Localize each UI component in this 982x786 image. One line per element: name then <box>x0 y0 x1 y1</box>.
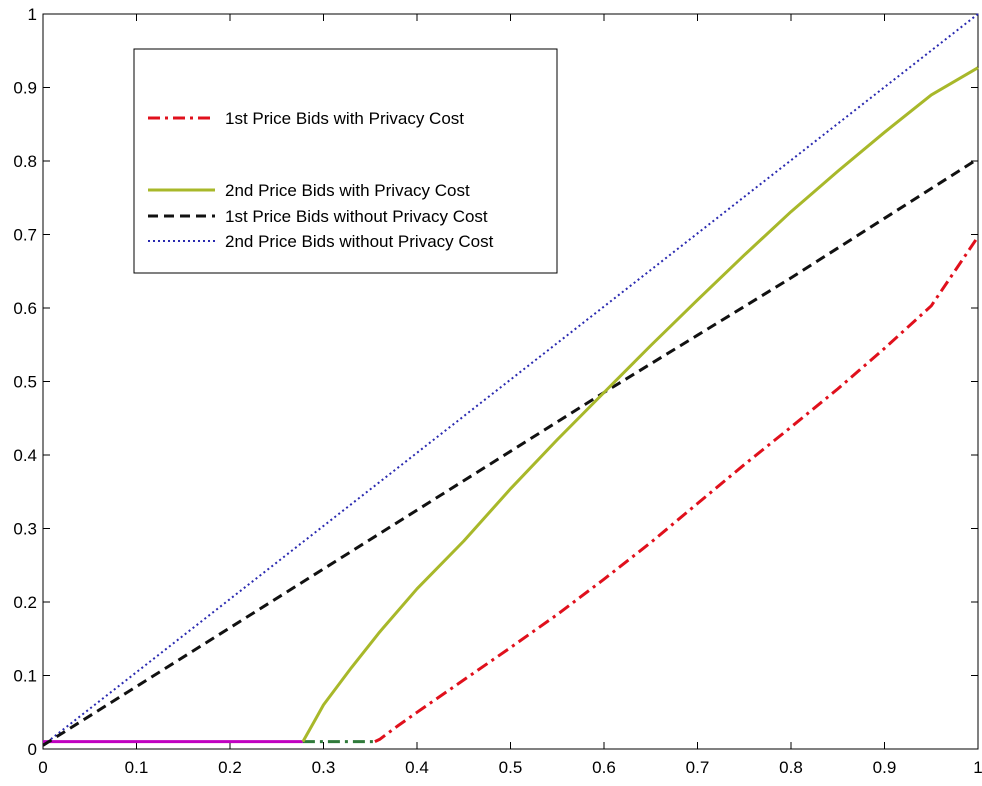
y-tick-label: 0.4 <box>13 446 37 465</box>
x-tick-label: 0.3 <box>312 758 336 777</box>
x-tick-label: 0.5 <box>499 758 523 777</box>
legend-label-1st-price-without-privacy: 1st Price Bids without Privacy Cost <box>225 207 488 226</box>
legend-label-2nd-price-without-privacy: 2nd Price Bids without Privacy Cost <box>225 232 494 251</box>
y-tick-label: 0.1 <box>13 667 37 686</box>
y-tick-label: 0.9 <box>13 79 37 98</box>
y-tick-label: 0.2 <box>13 593 37 612</box>
y-tick-label: 0.3 <box>13 520 37 539</box>
series-layer <box>42 13 980 747</box>
y-tick-label: 0 <box>28 740 37 759</box>
legend-box <box>133 48 558 274</box>
legend-label-1st-price-with-privacy: 1st Price Bids with Privacy Cost <box>225 109 464 128</box>
y-tick-label: 0.8 <box>13 152 37 171</box>
series-line-1st-price-without-privacy <box>42 157 979 747</box>
series-line-1st-price-with-privacy <box>374 235 980 743</box>
x-tick-label: 1 <box>973 758 982 777</box>
x-tick-label: 0.7 <box>686 758 710 777</box>
legend-label-2nd-price-with-privacy: 2nd Price Bids with Privacy Cost <box>225 181 470 200</box>
x-tick-label: 0.8 <box>779 758 803 777</box>
x-axis: 0 0.1 0.2 0.3 0.4 0.5 0.6 0.7 0.8 0.9 1 <box>38 14 982 777</box>
x-tick-label: 0.9 <box>873 758 897 777</box>
y-axis: 0 0.1 0.2 0.3 0.4 0.5 0.6 0.7 0.8 0.9 1 <box>13 5 978 759</box>
series-line-2nd-price-with-privacy <box>301 66 979 743</box>
x-tick-label: 0 <box>38 758 47 777</box>
y-tick-label: 0.7 <box>13 226 37 245</box>
y-tick-label: 1 <box>28 5 37 24</box>
x-tick-label: 0.4 <box>405 758 429 777</box>
x-tick-label: 0.2 <box>218 758 242 777</box>
y-tick-label: 0.6 <box>13 299 37 318</box>
y-tick-label: 0.5 <box>13 373 37 392</box>
legend: 1st Price Bids with Privacy Cost 2nd Pri… <box>133 48 558 274</box>
x-tick-label: 0.1 <box>125 758 149 777</box>
x-tick-label: 0.6 <box>592 758 616 777</box>
